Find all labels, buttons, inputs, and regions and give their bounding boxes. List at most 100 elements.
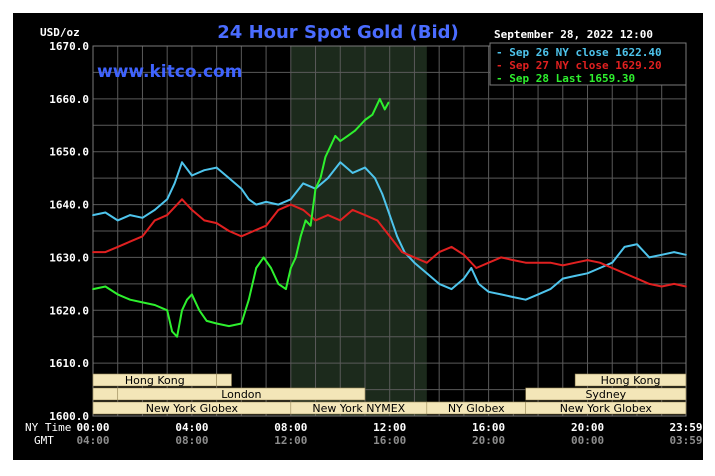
series-point-1: [524, 298, 527, 301]
series-point-2: [92, 251, 94, 254]
series-point-2: [598, 261, 601, 264]
series-line-1: [92, 161, 687, 301]
series-point-2: [574, 261, 577, 264]
series-point-1: [381, 193, 384, 195]
series-point-1: [470, 267, 473, 269]
series-point-1: [660, 253, 663, 256]
series-point-3: [354, 129, 356, 132]
market-session-label: NY Globex: [448, 402, 505, 415]
series-point-1: [277, 203, 280, 206]
series-point-3: [247, 298, 250, 301]
series-point-1: [537, 293, 539, 296]
series-point-3: [141, 301, 144, 304]
series-point-1: [373, 177, 376, 180]
y-tick-label: 1610.0: [49, 357, 89, 370]
series-point-1: [240, 187, 243, 190]
series-point-2: [623, 272, 626, 275]
series-point-2: [153, 219, 156, 222]
series-point-2: [512, 259, 515, 261]
series-point-1: [512, 296, 515, 298]
series-point-1: [413, 261, 416, 264]
x-tick-label-gmt: 20:00: [472, 434, 505, 447]
series-point-1: [477, 282, 480, 285]
series-point-2: [351, 208, 354, 211]
market-session-label: London: [221, 388, 261, 401]
series-point-1: [181, 161, 183, 164]
series-point-2: [314, 219, 317, 222]
series-point-3: [116, 293, 119, 296]
series-point-2: [450, 245, 453, 248]
market-session-bar: [525, 401, 687, 415]
series-point-1: [623, 245, 626, 248]
series-point-1: [396, 235, 399, 238]
series-point-3: [284, 288, 287, 291]
series-point-2: [487, 261, 490, 264]
series-point-1: [129, 214, 131, 217]
series-point-2: [364, 214, 366, 217]
series-point-1: [326, 177, 329, 180]
series-point-1: [351, 171, 354, 174]
series-point-2: [586, 259, 589, 261]
series-point-3: [334, 134, 337, 137]
series-point-2: [203, 219, 206, 222]
series-point-2: [549, 261, 552, 264]
series-point-3: [176, 335, 178, 338]
market-session-label: New York Globex: [560, 402, 653, 415]
legend-box: [489, 42, 687, 86]
series-point-2: [636, 277, 638, 280]
series-point-2: [561, 264, 564, 267]
series-point-2: [181, 198, 183, 201]
series-point-3: [277, 282, 280, 285]
series-point-1: [549, 288, 552, 291]
series-point-1: [141, 216, 144, 219]
series-point-3: [299, 235, 302, 238]
series-point-3: [129, 298, 131, 301]
series-point-2: [388, 235, 391, 238]
series-point-3: [378, 97, 381, 100]
series-point-3: [181, 309, 183, 312]
series-point-3: [270, 267, 272, 269]
series-point-3: [346, 134, 349, 137]
series-point-2: [191, 208, 193, 211]
series-point-3: [309, 224, 312, 227]
y-tick-label: 1650.0: [49, 146, 89, 159]
x-tick-label-ny: 12:00: [373, 421, 406, 434]
watermark-text: www.kitco.com: [97, 62, 242, 82]
series-point-3: [339, 140, 342, 143]
series-point-1: [500, 293, 502, 296]
date-label: September 28, 2022 12:00: [494, 28, 653, 41]
series-point-2: [673, 282, 675, 285]
series-point-3: [383, 108, 386, 111]
series-point-2: [438, 251, 441, 254]
x-tick-label-ny: 16:00: [472, 421, 505, 434]
series-point-3: [92, 288, 94, 291]
series-point-1: [611, 261, 614, 264]
series-point-3: [205, 319, 208, 322]
series-point-3: [186, 298, 188, 301]
series-point-2: [141, 235, 144, 238]
series-point-1: [487, 290, 490, 293]
x-tick-label-ny: 04:00: [175, 421, 208, 434]
series-point-2: [116, 245, 119, 248]
series-point-1: [648, 256, 651, 259]
series-point-3: [228, 325, 230, 328]
series-point-2: [401, 251, 403, 254]
series-point-2: [524, 261, 527, 264]
market-session-label: Hong Kong: [125, 374, 185, 387]
series-point-2: [462, 253, 465, 256]
series-point-2: [500, 256, 502, 259]
x-tick-label-ny: 20:00: [571, 421, 604, 434]
series-point-3: [104, 285, 107, 288]
market-session-bar: [525, 387, 687, 401]
series-point-3: [329, 145, 332, 148]
legend-entry: - Sep 28 Last 1659.30: [496, 72, 635, 85]
series-point-2: [339, 219, 342, 222]
series-point-2: [228, 230, 230, 232]
plot-border: [92, 45, 687, 417]
series-point-2: [289, 203, 292, 206]
series-point-3: [364, 119, 366, 121]
series-point-1: [247, 198, 250, 201]
series-point-2: [425, 261, 428, 264]
